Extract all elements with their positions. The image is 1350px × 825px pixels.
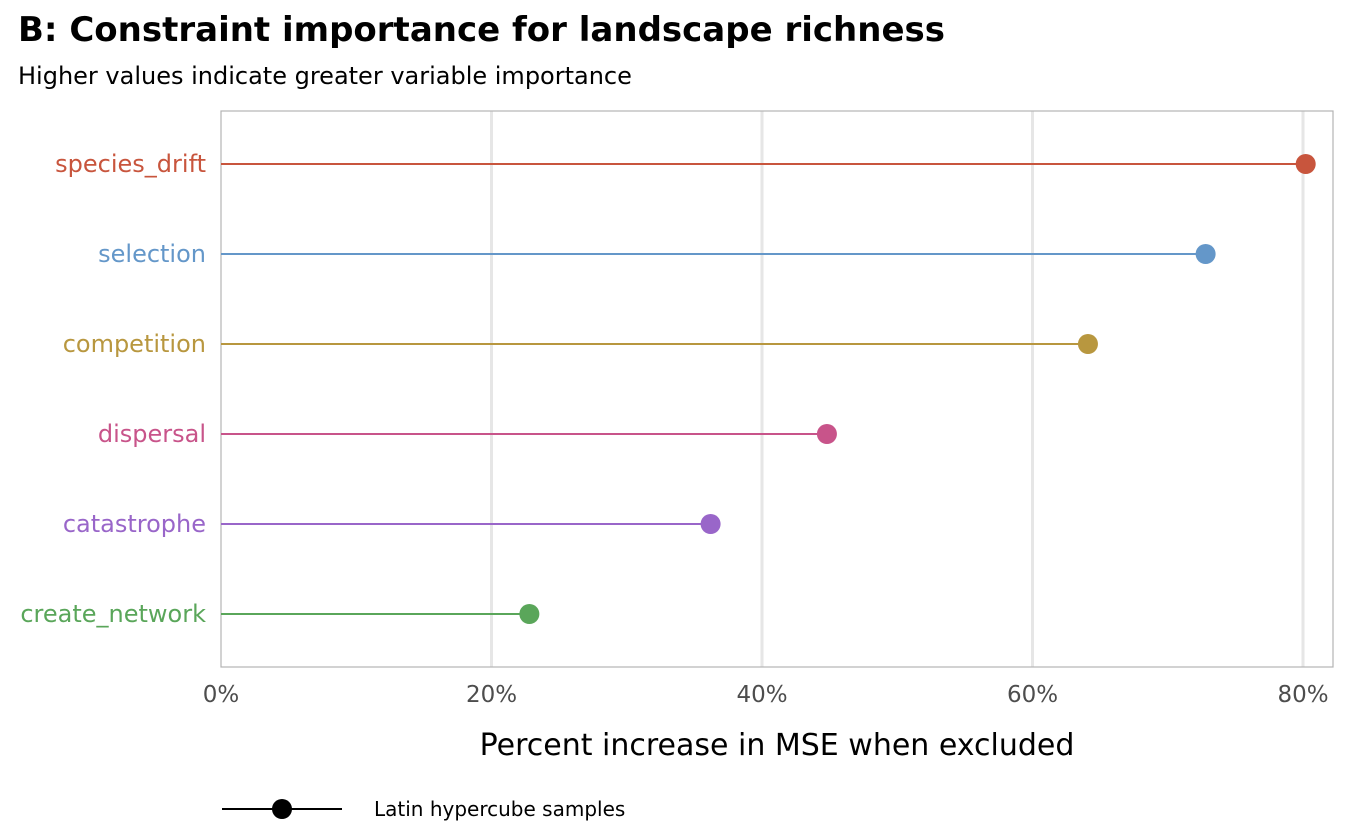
lollipop-point: [816, 424, 837, 444]
x-axis-tick-labels: 0% 20% 40% 60% 80%: [203, 682, 1329, 708]
x-axis-label: Percent increase in MSE when excluded: [480, 728, 1075, 763]
x-tick-label: 80%: [1277, 682, 1328, 708]
grid-lines: [490, 111, 1305, 667]
lollipop-marks: [221, 154, 1316, 624]
y-tick-label: catastrophe: [63, 510, 206, 538]
y-tick-label: dispersal: [98, 420, 206, 448]
legend-point-key: [272, 799, 292, 819]
y-tick-label: species_drift: [55, 150, 206, 178]
x-tick-label: 40%: [736, 682, 787, 708]
y-tick-label: selection: [98, 240, 206, 268]
chart-title: B: Constraint importance for landscape r…: [18, 10, 945, 50]
plot-panel-border: [220, 110, 1334, 668]
lollipop-point: [1295, 154, 1316, 174]
lollipop-point: [1077, 334, 1098, 354]
chart-subtitle: Higher values indicate greater variable …: [18, 62, 632, 90]
lollipop-point: [1195, 244, 1216, 264]
y-axis-tick-labels: species_drift selection competition dispers…: [20, 150, 206, 628]
x-tick-label: 0%: [203, 682, 240, 708]
lollipop-point: [700, 514, 721, 534]
legend-entry-label: Latin hypercube samples: [374, 797, 625, 821]
x-tick-label: 20%: [466, 682, 517, 708]
lollipop-point: [519, 604, 540, 624]
y-tick-label: competition: [63, 330, 206, 358]
x-tick-label: 60%: [1007, 682, 1058, 708]
y-tick-label: create_network: [20, 600, 206, 628]
legend: Latin hypercube samples: [222, 797, 625, 821]
